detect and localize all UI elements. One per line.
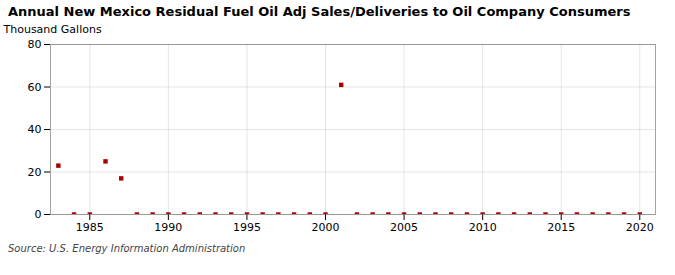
svg-text:1990: 1990 bbox=[154, 221, 182, 234]
svg-text:1995: 1995 bbox=[233, 221, 261, 234]
svg-text:60: 60 bbox=[28, 81, 42, 94]
svg-text:Thousand Gallons: Thousand Gallons bbox=[3, 23, 102, 36]
html-text:Annual New Mexico Residual Fue: Annual New Mexico Residual Fuel Oil Adj … bbox=[8, 4, 631, 19]
svg-text:2015: 2015 bbox=[547, 221, 575, 234]
svg-text:0: 0 bbox=[35, 208, 42, 221]
html-text:Source: U.S. Energy Informatio: Source: U.S. Energy Information Administ… bbox=[8, 243, 246, 254]
svg-text:1985: 1985 bbox=[76, 221, 104, 234]
svg-text:2005: 2005 bbox=[390, 221, 418, 234]
svg-text:2010: 2010 bbox=[469, 221, 497, 234]
svg-text:20: 20 bbox=[28, 166, 42, 179]
svg-text:2000: 2000 bbox=[312, 221, 340, 234]
svg-text:2020: 2020 bbox=[626, 221, 654, 234]
svg-text:80: 80 bbox=[28, 38, 42, 51]
svg-text:40: 40 bbox=[28, 123, 42, 136]
